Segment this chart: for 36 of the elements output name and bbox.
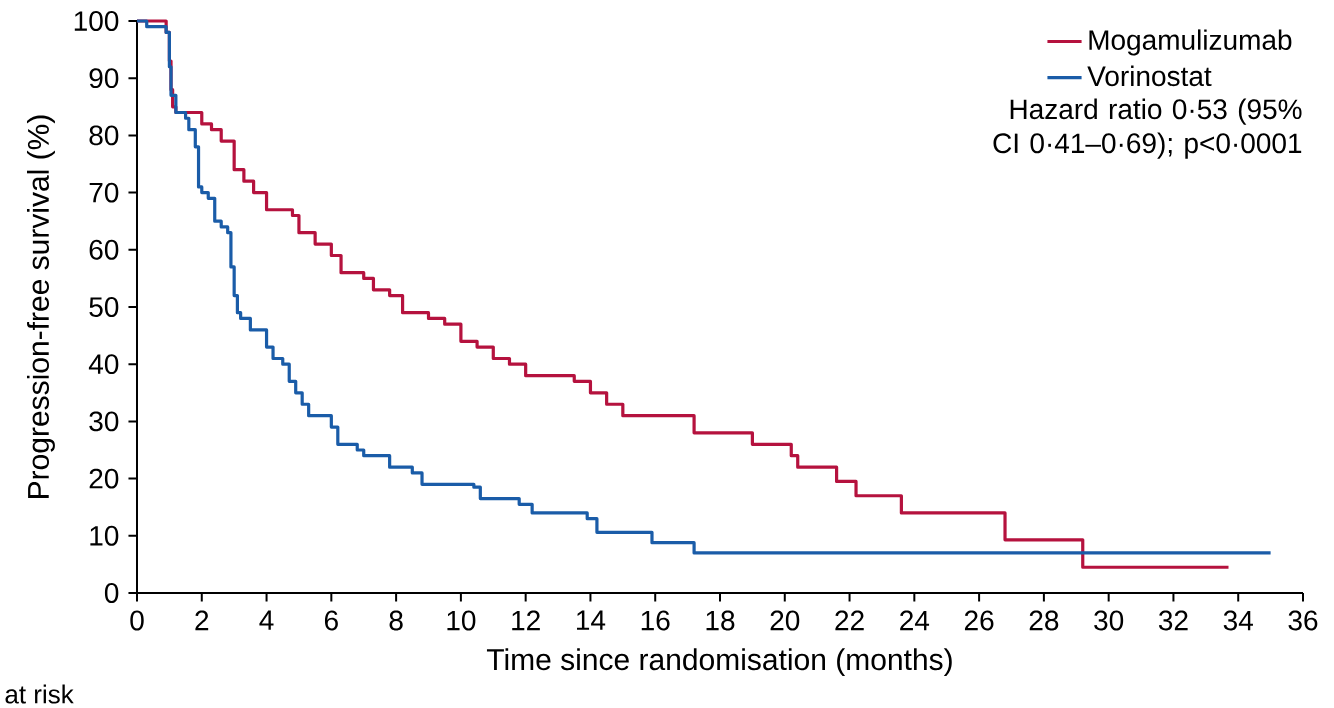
x-tick-label: 22 — [835, 610, 864, 631]
x-tick-label: 28 — [1029, 610, 1059, 631]
y-tick-label: 10 — [90, 525, 119, 546]
y-axis-title: Progression-free survival (%) — [26, 115, 55, 498]
x-tick-label: 0 — [130, 610, 144, 631]
x-tick-label: 6 — [324, 610, 338, 631]
x-tick-label: 10 — [447, 610, 476, 631]
x-tick-label: 34 — [1223, 610, 1253, 631]
legend-label: Mogamulizumab — [1089, 29, 1292, 56]
x-tick-label: 30 — [1094, 610, 1124, 631]
y-tick-label: 90 — [89, 68, 119, 89]
y-tick-label: 80 — [89, 125, 119, 146]
x-tick-label: 18 — [706, 610, 735, 631]
legend-label: Vorinostat — [1087, 65, 1212, 87]
y-tick-label: 0 — [104, 583, 119, 603]
y-tick-label: 60 — [89, 239, 119, 260]
y-tick-label: 50 — [89, 297, 119, 317]
x-tick-label: 2 — [195, 610, 209, 631]
x-tick-label: 24 — [900, 610, 930, 631]
x-tick-label: 8 — [389, 610, 403, 631]
x-tick-label: 26 — [964, 610, 994, 631]
y-tick-label: 70 — [89, 182, 119, 203]
x-tick-label: 12 — [512, 610, 540, 631]
y-tick-label: 20 — [89, 468, 119, 489]
text: at risk — [5, 684, 74, 704]
x-tick-label: 20 — [770, 610, 800, 631]
x-tick-label: 4 — [259, 610, 274, 630]
x-tick-label: 32 — [1158, 610, 1188, 631]
annotation: Hazard ratio 0·53 (95% CI 0·41–0·69); p<0·0001 — [993, 98, 1302, 159]
x-axis-title: Time since randomisation (months) — [486, 648, 952, 677]
y-tick-label: 30 — [89, 411, 119, 432]
x-tick-label: 16 — [641, 610, 670, 631]
x-tick-label: 36 — [1288, 610, 1318, 631]
y-tick-label: 40 — [88, 354, 119, 375]
x-tick-label: 14 — [577, 610, 606, 630]
y-tick-label: 100 — [74, 11, 119, 31]
